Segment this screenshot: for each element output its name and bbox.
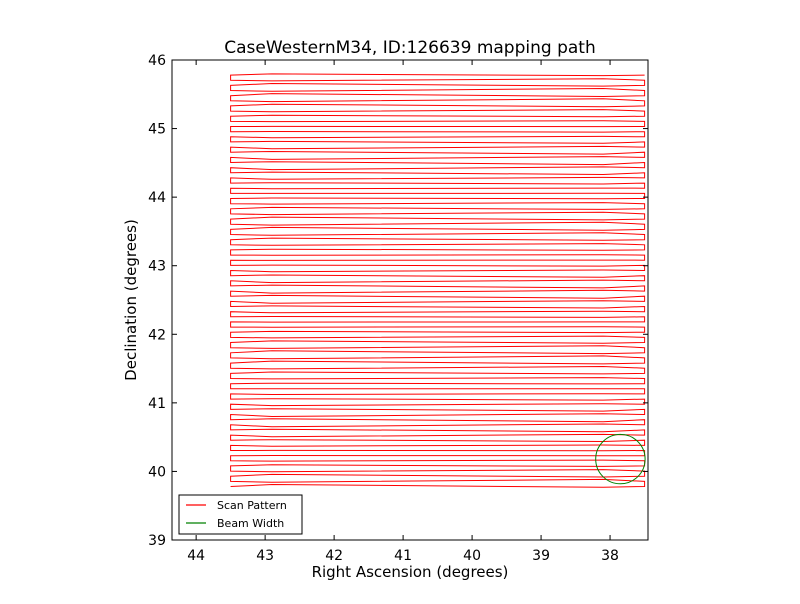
legend-box (178, 494, 303, 535)
beam-width-circle (595, 433, 646, 485)
legend-label-scan-pattern: Scan Pattern (217, 499, 287, 512)
x-tick-label: 39 (532, 548, 550, 564)
legend: Scan Pattern Beam Width (178, 494, 303, 535)
x-tick-label: 38 (601, 548, 619, 564)
y-tick-label: 41 (148, 396, 166, 412)
x-tick-label: 40 (463, 548, 481, 564)
x-tick-label: 43 (256, 548, 274, 564)
y-axis-label: Declination (degrees) (122, 219, 140, 381)
x-tick-label: 42 (325, 548, 343, 564)
x-tick-label: 41 (394, 548, 412, 564)
y-tick-label: 45 (148, 122, 166, 138)
x-tick-label: 44 (187, 548, 205, 564)
y-tick-label: 40 (148, 464, 166, 480)
chart-title: CaseWesternM34, ID:126639 mapping path (224, 38, 595, 58)
legend-label-beam-width: Beam Width (217, 517, 284, 530)
y-tick-label: 39 (148, 533, 166, 549)
y-tick-label: 44 (148, 190, 166, 206)
scan-pattern-line (230, 73, 646, 488)
y-tick-label: 43 (148, 259, 166, 275)
plot-frame (171, 59, 649, 541)
x-axis-label: Right Ascension (degrees) (312, 563, 509, 581)
y-tick-label: 42 (148, 327, 166, 343)
y-tick-label: 46 (148, 53, 166, 69)
